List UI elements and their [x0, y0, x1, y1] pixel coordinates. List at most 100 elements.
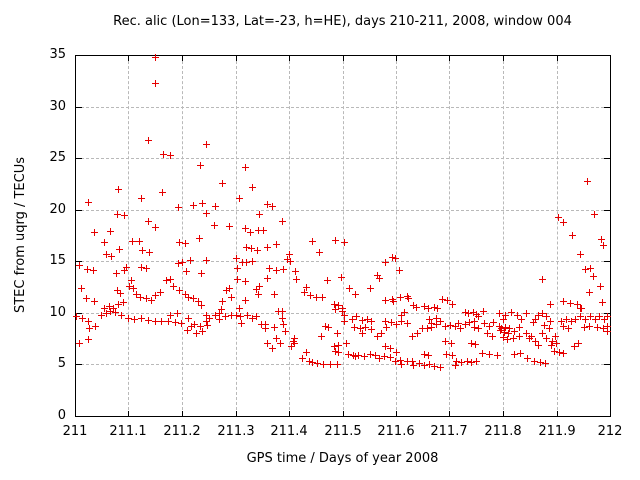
data-point-marker	[219, 180, 227, 188]
data-point-marker	[256, 211, 264, 219]
data-point-marker	[249, 257, 257, 265]
data-point-marker	[280, 320, 288, 328]
data-point-marker	[342, 340, 350, 348]
data-point-marker	[115, 246, 123, 254]
data-point-marker	[425, 360, 433, 368]
data-point-marker	[600, 324, 608, 332]
data-point-marker	[284, 255, 292, 263]
y-tick-label: 15	[49, 253, 66, 268]
data-point-marker	[432, 314, 440, 322]
data-point-marker	[243, 258, 251, 266]
data-point-marker	[277, 340, 285, 348]
data-point-marker	[451, 322, 459, 330]
data-point-marker	[600, 315, 608, 323]
data-point-marker	[162, 277, 170, 285]
data-point-marker	[573, 301, 581, 309]
x-tick-mark	[557, 56, 558, 61]
data-point-marker	[425, 351, 433, 359]
data-point-marker	[443, 350, 451, 358]
data-point-marker	[92, 322, 100, 330]
data-point-marker	[387, 318, 395, 326]
data-point-marker	[398, 312, 406, 320]
data-point-marker	[123, 263, 131, 271]
x-tick-mark	[449, 411, 450, 416]
data-point-marker	[381, 296, 389, 304]
y-tick-mark	[76, 107, 82, 108]
data-point-marker	[247, 245, 255, 253]
data-point-marker	[83, 266, 91, 274]
data-point-marker	[143, 265, 151, 272]
data-point-marker	[203, 210, 211, 218]
data-point-marker	[431, 304, 439, 312]
data-point-marker	[591, 315, 599, 323]
data-point-marker	[105, 303, 113, 311]
data-point-marker	[458, 358, 466, 366]
data-point-marker	[580, 323, 588, 331]
data-point-marker	[198, 302, 206, 310]
data-point-marker	[174, 259, 182, 267]
data-point-marker	[495, 310, 503, 318]
data-point-marker	[421, 361, 429, 369]
data-point-marker	[222, 313, 230, 321]
data-point-marker	[234, 265, 242, 272]
data-point-marker	[136, 238, 144, 246]
data-point-marker	[509, 335, 517, 343]
data-point-marker	[358, 316, 366, 324]
data-point-marker	[397, 360, 405, 368]
data-point-marker	[381, 343, 389, 351]
x-tick-mark	[396, 411, 397, 416]
data-point-marker	[91, 228, 99, 236]
data-point-marker	[101, 305, 109, 313]
data-point-marker	[152, 53, 160, 61]
data-point-marker	[421, 350, 429, 358]
data-point-marker	[436, 317, 444, 325]
data-point-marker	[392, 348, 400, 356]
data-point-marker	[414, 329, 422, 337]
data-point-marker	[535, 342, 543, 350]
data-point-marker	[332, 347, 340, 355]
data-point-marker	[308, 238, 316, 246]
x-tick-label: 212	[597, 424, 623, 439]
data-point-marker	[145, 137, 153, 145]
data-point-marker	[203, 317, 211, 325]
data-point-marker	[418, 324, 426, 332]
data-point-marker	[101, 239, 109, 247]
data-point-marker	[444, 296, 452, 304]
data-point-marker	[179, 258, 187, 266]
x-tick-mark	[343, 411, 344, 416]
data-point-marker	[550, 347, 558, 355]
data-point-marker	[244, 312, 252, 320]
x-tick-label: 211.5	[324, 424, 362, 439]
data-point-marker	[431, 362, 439, 370]
data-point-marker	[167, 276, 175, 284]
data-point-marker	[564, 324, 572, 332]
data-point-marker	[496, 322, 504, 330]
data-point-marker	[138, 247, 146, 255]
data-point-marker	[322, 322, 330, 330]
x-tick-mark	[236, 56, 237, 61]
data-point-marker	[513, 312, 521, 320]
data-point-marker	[330, 343, 338, 351]
data-point-marker	[255, 226, 262, 234]
data-point-marker	[590, 211, 598, 219]
grid-line-y	[76, 261, 609, 262]
data-point-marker	[173, 310, 181, 318]
data-point-marker	[539, 329, 547, 337]
data-point-marker	[448, 340, 456, 348]
data-point-marker	[453, 357, 461, 365]
data-point-marker	[204, 321, 212, 329]
data-point-marker	[537, 358, 545, 366]
data-point-marker	[183, 268, 191, 276]
data-point-marker	[475, 313, 483, 321]
data-point-marker	[351, 323, 359, 331]
data-point-marker	[585, 322, 593, 330]
data-point-marker	[597, 282, 605, 290]
data-point-marker	[253, 313, 261, 321]
data-point-marker	[599, 299, 606, 307]
data-point-marker	[128, 277, 136, 285]
data-point-marker	[448, 351, 456, 359]
data-point-marker	[413, 304, 421, 312]
data-point-marker	[334, 329, 342, 337]
data-point-marker	[500, 334, 508, 342]
data-point-marker	[198, 270, 206, 278]
